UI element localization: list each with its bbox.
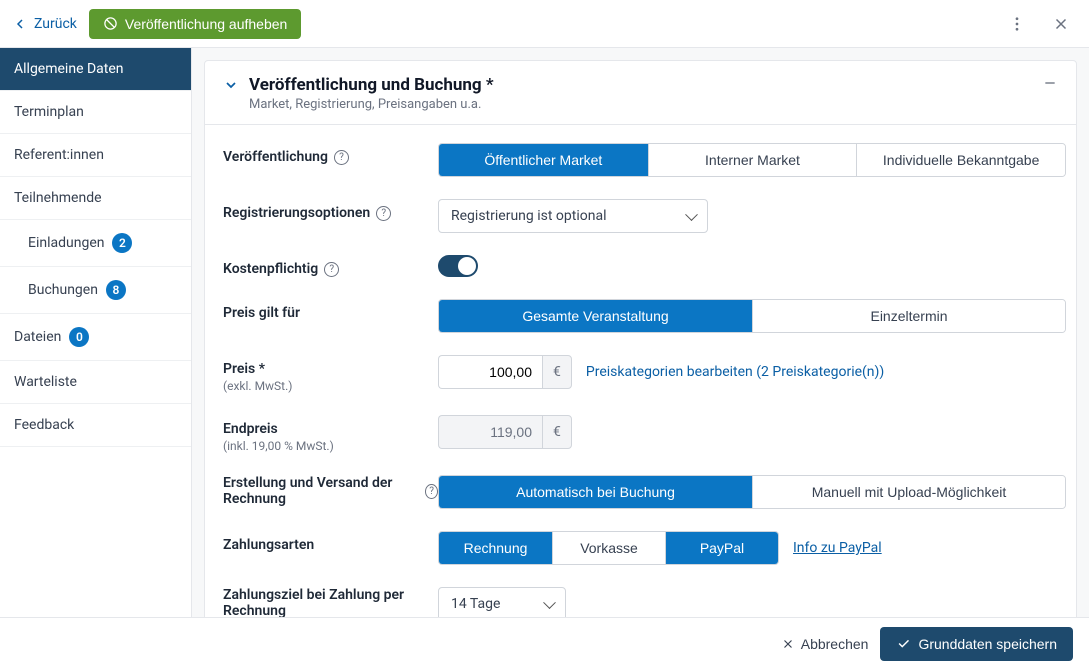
price-input[interactable] bbox=[438, 355, 542, 389]
publication-panel: Veröffentlichung und Buchung * Market, R… bbox=[204, 60, 1077, 617]
sidebar-item-general[interactable]: Allgemeine Daten bbox=[0, 48, 191, 91]
sidebar-item-bookings[interactable]: Buchungen 8 bbox=[0, 267, 191, 314]
help-icon[interactable]: ? bbox=[334, 150, 349, 165]
sidebar-item-label: Warteliste bbox=[14, 374, 77, 390]
sidebar-item-label: Terminplan bbox=[14, 104, 84, 120]
back-label: Zurück bbox=[34, 16, 77, 32]
currency-unit: € bbox=[542, 355, 572, 389]
badge: 8 bbox=[106, 280, 126, 300]
sidebar-item-label: Einladungen bbox=[28, 235, 104, 251]
label-payment: Zahlungsarten bbox=[223, 531, 438, 553]
badge: 0 bbox=[69, 327, 89, 347]
seg-invoice-manual[interactable]: Manuell mit Upload-Möglichkeit bbox=[752, 476, 1065, 508]
price-categories-link[interactable]: Preiskategorien bearbeiten (2 Preiskateg… bbox=[586, 364, 884, 380]
label-registration: Registrierungsoptionen? bbox=[223, 199, 438, 221]
registration-select[interactable]: Registrierung ist optional bbox=[438, 199, 708, 233]
payment-target-select[interactable]: 14 Tage bbox=[438, 587, 566, 617]
more-button[interactable] bbox=[1001, 8, 1033, 40]
price-input-group: € bbox=[438, 355, 572, 389]
endprice-input bbox=[438, 415, 542, 449]
seg-invoice-auto[interactable]: Automatisch bei Buchung bbox=[439, 476, 752, 508]
help-icon[interactable]: ? bbox=[376, 206, 391, 221]
sidebar-item-label: Teilnehmende bbox=[14, 190, 102, 206]
seg-pay-paypal[interactable]: PayPal bbox=[665, 532, 778, 564]
panel-title: Veröffentlichung und Buchung * bbox=[249, 75, 494, 95]
segment-payment: Rechnung Vorkasse PayPal bbox=[438, 531, 779, 565]
registration-select-wrap: Registrierung ist optional bbox=[438, 199, 708, 233]
label-price-for: Preis gilt für bbox=[223, 299, 438, 321]
close-icon bbox=[781, 637, 795, 651]
endprice-input-group: € bbox=[438, 415, 572, 449]
unpublish-button[interactable]: Veröffentlichung aufheben bbox=[89, 9, 301, 39]
close-button[interactable] bbox=[1045, 8, 1077, 40]
seg-individual[interactable]: Individuelle Bekanntgabe bbox=[856, 144, 1065, 176]
save-button[interactable]: Grunddaten speichern bbox=[880, 627, 1073, 661]
label-paid: Kostenpflichtig? bbox=[223, 255, 438, 277]
save-label: Grunddaten speichern bbox=[918, 636, 1057, 652]
sidebar-item-invitations[interactable]: Einladungen 2 bbox=[0, 220, 191, 267]
collapse-button[interactable] bbox=[1042, 75, 1058, 95]
seg-pay-prepay[interactable]: Vorkasse bbox=[552, 532, 665, 564]
segment-publication: Öffentlicher Market Interner Market Indi… bbox=[438, 143, 1066, 177]
cancel-label: Abbrechen bbox=[801, 636, 869, 652]
main-content: Veröffentlichung und Buchung * Market, R… bbox=[192, 48, 1089, 617]
help-icon[interactable]: ? bbox=[324, 262, 339, 277]
unpublish-icon bbox=[103, 16, 118, 31]
footer: Abbrechen Grunddaten speichern bbox=[0, 617, 1089, 669]
topbar: Zurück Veröffentlichung aufheben bbox=[0, 0, 1089, 48]
sidebar-item-label: Dateien bbox=[14, 329, 61, 345]
badge: 2 bbox=[112, 233, 132, 253]
label-invoice: Erstellung und Versand der Rechnung? bbox=[223, 475, 438, 507]
sidebar-item-feedback[interactable]: Feedback bbox=[0, 404, 191, 447]
label-price: Preis *(exkl. MwSt.) bbox=[223, 355, 438, 393]
sidebar-item-participants[interactable]: Teilnehmende bbox=[0, 177, 191, 220]
seg-internal-market[interactable]: Interner Market bbox=[648, 144, 857, 176]
label-publication: Veröffentlichung? bbox=[223, 143, 438, 165]
minus-icon bbox=[1042, 75, 1058, 91]
segment-price-for: Gesamte Veranstaltung Einzeltermin bbox=[438, 299, 1066, 333]
sidebar-item-files[interactable]: Dateien 0 bbox=[0, 314, 191, 361]
check-icon bbox=[896, 636, 911, 651]
sidebar-item-label: Allgemeine Daten bbox=[14, 61, 124, 77]
sidebar-item-speakers[interactable]: Referent:innen bbox=[0, 134, 191, 177]
panel-subtitle: Market, Registrierung, Preisangaben u.a. bbox=[249, 97, 494, 112]
paid-toggle[interactable] bbox=[438, 255, 478, 277]
unpublish-label: Veröffentlichung aufheben bbox=[125, 16, 287, 32]
sidebar-item-label: Feedback bbox=[14, 417, 74, 433]
back-link[interactable]: Zurück bbox=[12, 16, 77, 32]
cancel-button[interactable]: Abbrechen bbox=[781, 636, 869, 652]
seg-public-market[interactable]: Öffentlicher Market bbox=[439, 144, 648, 176]
sidebar-item-schedule[interactable]: Terminplan bbox=[0, 91, 191, 134]
segment-invoice: Automatisch bei Buchung Manuell mit Uplo… bbox=[438, 475, 1066, 509]
help-icon[interactable]: ? bbox=[425, 484, 438, 499]
sidebar-item-label: Referent:innen bbox=[14, 147, 104, 163]
currency-unit: € bbox=[542, 415, 572, 449]
more-vertical-icon bbox=[1008, 15, 1026, 33]
chevron-down-icon bbox=[223, 77, 239, 97]
seg-single-date[interactable]: Einzeltermin bbox=[752, 300, 1065, 332]
panel-header[interactable]: Veröffentlichung und Buchung * Market, R… bbox=[205, 61, 1076, 125]
label-payment-target: Zahlungsziel bei Zahlung per Rechnung bbox=[223, 587, 438, 617]
sidebar-item-waitlist[interactable]: Warteliste bbox=[0, 361, 191, 404]
seg-whole-event[interactable]: Gesamte Veranstaltung bbox=[439, 300, 752, 332]
paypal-info-link[interactable]: Info zu PayPal bbox=[793, 540, 882, 556]
label-endprice: Endpreis(inkl. 19,00 % MwSt.) bbox=[223, 415, 438, 453]
arrow-left-icon bbox=[12, 16, 28, 32]
seg-pay-invoice[interactable]: Rechnung bbox=[439, 532, 552, 564]
sidebar-item-label: Buchungen bbox=[28, 282, 98, 298]
payment-target-select-wrap: 14 Tage bbox=[438, 587, 566, 617]
close-icon bbox=[1052, 15, 1070, 33]
sidebar: Allgemeine Daten Terminplan Referent:inn… bbox=[0, 48, 192, 617]
